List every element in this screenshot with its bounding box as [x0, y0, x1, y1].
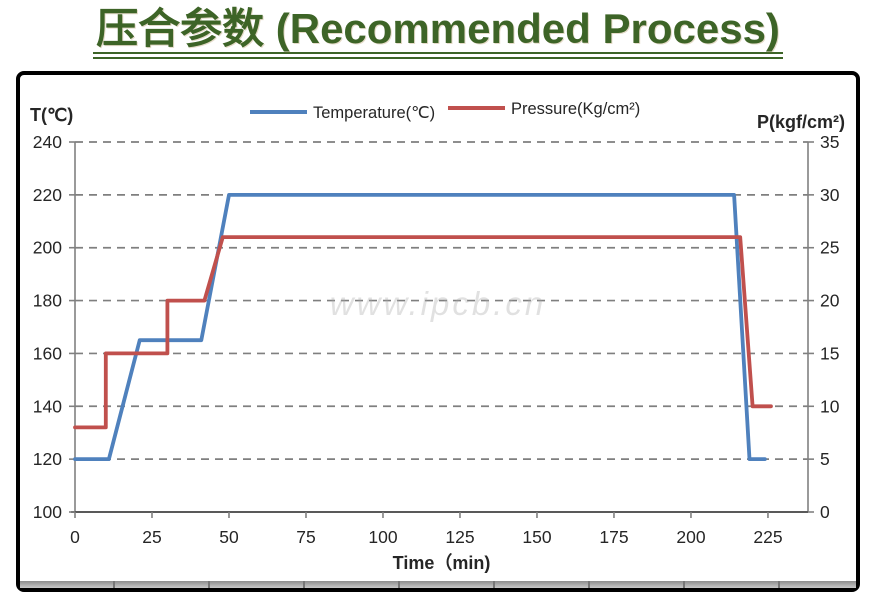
left-axis-title: T(℃): [30, 105, 73, 125]
right-tick-label: 10: [820, 396, 840, 416]
left-tick-label: 220: [33, 185, 62, 205]
left-tick-label: 160: [33, 343, 62, 363]
left-tick-label: 200: [33, 238, 62, 258]
x-tick-label: 25: [142, 527, 161, 547]
right-tick-label: 20: [820, 291, 840, 311]
x-tick-label: 175: [599, 527, 628, 547]
right-tick-label: 0: [820, 502, 830, 522]
series-line-temperature: [73, 193, 767, 462]
left-tick-label: 180: [33, 291, 62, 311]
x-tick-label: 200: [676, 527, 705, 547]
series-line-pressure: [73, 235, 773, 430]
x-tick-label: 225: [753, 527, 782, 547]
legend-label: Temperature(℃): [313, 104, 435, 122]
x-axis-title: Time（min): [393, 553, 491, 573]
table-top-edge: [20, 581, 856, 588]
x-tick-label: 50: [219, 527, 239, 547]
x-tick-label: 100: [368, 527, 397, 547]
right-tick-label: 5: [820, 449, 830, 469]
page-title-text: 压合参数 (Recommended Process): [93, 5, 783, 59]
right-tick-label: 35: [820, 132, 839, 152]
legend-label: Pressure(Kg/cm²): [511, 100, 640, 118]
x-tick-label: 75: [296, 527, 315, 547]
x-tick-label: 150: [522, 527, 551, 547]
right-axis-title: P(kgf/cm²): [757, 112, 845, 132]
x-tick-label: 125: [445, 527, 474, 547]
x-tick-label: 0: [70, 527, 80, 547]
right-tick-label: 15: [820, 343, 839, 363]
left-tick-label: 240: [33, 132, 62, 152]
left-tick-label: 140: [33, 396, 62, 416]
left-tick-label: 100: [33, 502, 62, 522]
right-tick-label: 30: [820, 185, 840, 205]
left-tick-label: 120: [33, 449, 62, 469]
chart-panel: 240 220 200 180 160 140 120 100 35 30 25 20 15 10 5 0 0 2…: [16, 71, 860, 592]
right-tick-label: 25: [820, 238, 839, 258]
page-title: 压合参数 (Recommended Process): [0, 2, 876, 59]
